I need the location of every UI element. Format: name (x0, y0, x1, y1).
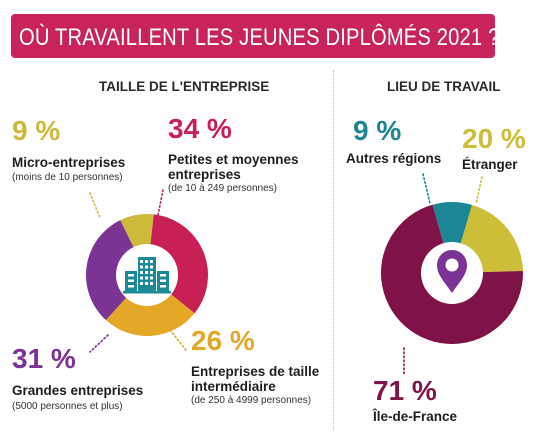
label-autres-regions: Autres régions (346, 151, 442, 166)
leader-autres-regions (422, 173, 431, 204)
chart-title-company-size: TAILLE DE L'ENTREPRISE (99, 79, 270, 94)
chart-title-workplace: LIEU DE TRAVAIL (387, 79, 501, 94)
pct-label-idf: 71 % (373, 375, 437, 406)
page-title: OÙ TRAVAILLENT LES JEUNES DIPLÔMÉS 2021 … (19, 24, 500, 51)
leader-pme (157, 189, 164, 216)
label-idf: Île-de-France (373, 409, 458, 424)
sub-label-eti: (de 250 à 4999 personnes) (191, 395, 312, 406)
label-eti: Entreprises de taille intermédiaire (191, 364, 320, 394)
slice-pme (147, 214, 208, 314)
leader-micro (89, 192, 101, 219)
sub-label-grandes: (5000 personnes et plus) (12, 401, 123, 412)
label-pme: Petites et moyennes entreprises (168, 152, 299, 182)
pct-label-pme: 34 % (168, 113, 232, 144)
sub-label-pme: (de 10 à 249 personnes) (168, 183, 277, 194)
label-grandes: Grandes entreprises (12, 383, 144, 398)
location-pin-icon (437, 250, 467, 293)
pct-label-grandes: 31 % (12, 343, 76, 374)
column-divider (333, 70, 334, 430)
slice-autres-regions (432, 201, 473, 273)
building-icon (123, 257, 171, 294)
pct-label-eti: 26 % (191, 325, 255, 356)
title-banner (11, 14, 495, 58)
pct-label-micro: 9 % (12, 115, 61, 146)
leader-grandes (89, 334, 109, 353)
pct-label-etranger: 20 % (462, 123, 526, 154)
label-etranger: Étranger (462, 157, 518, 172)
label-micro: Micro-entreprises (12, 155, 126, 170)
leader-eti (169, 329, 187, 351)
sub-label-micro: (moins de 10 personnes) (12, 172, 123, 183)
pct-label-autres-regions: 9 % (353, 115, 402, 146)
leader-etranger (475, 176, 483, 205)
